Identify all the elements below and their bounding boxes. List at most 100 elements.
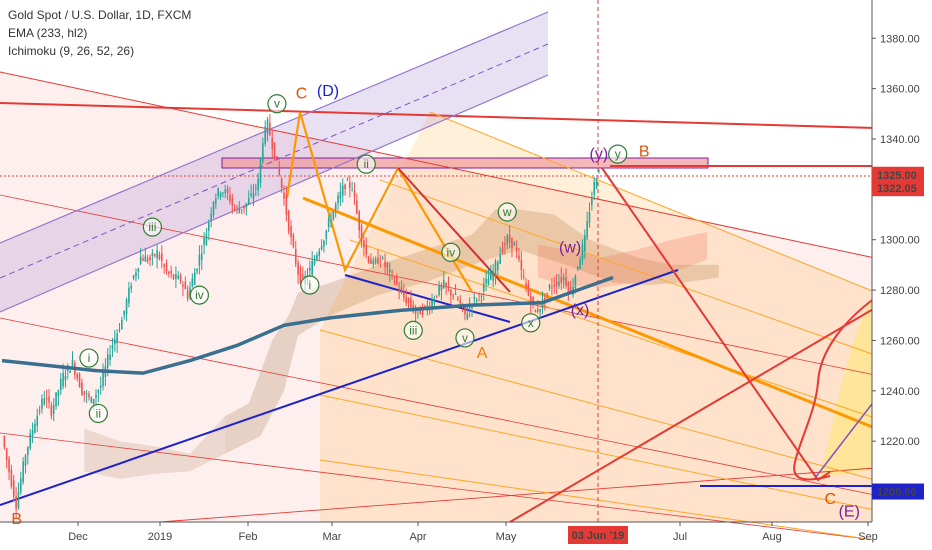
candle-body (59, 378, 62, 391)
candle-body (520, 260, 523, 271)
candle-body (280, 178, 283, 188)
candle-body (396, 276, 398, 285)
candle-body (551, 287, 553, 289)
candle-body (62, 372, 64, 387)
candle-body (271, 137, 274, 149)
orange-channel-line-3 (319, 329, 876, 481)
y-tick-label-5: 1300.00 (880, 235, 920, 247)
candle-body (494, 261, 497, 276)
red-channel-line-0 (0, 71, 876, 259)
candle-body (487, 279, 490, 286)
candle-body (482, 283, 485, 292)
candle-body (278, 166, 281, 176)
candle-body (546, 292, 548, 294)
wave-label-8: iv (447, 245, 456, 259)
candle-body (20, 478, 22, 493)
y-tick-label-3: 1260.00 (880, 335, 920, 347)
candle-body (285, 194, 288, 215)
candle-body (384, 261, 386, 267)
wave-circle-3 (189, 285, 209, 305)
candle-body (250, 193, 252, 196)
purple-projection-line (814, 399, 876, 479)
candle-body (292, 234, 295, 247)
candle-body (327, 219, 330, 228)
wave-label-5: i (309, 278, 312, 292)
y-tick-label-9: 1380.00 (880, 33, 920, 45)
legend-ichimoku[interactable]: Ichimoku (9, 26, 52, 26) (8, 44, 135, 58)
candle-body (372, 260, 375, 265)
candle-body (334, 203, 337, 210)
cursor-date-bg (568, 526, 628, 544)
candle-body (8, 458, 10, 473)
candle-body (473, 296, 476, 299)
candle-body (222, 192, 224, 194)
candle-body (186, 290, 189, 299)
x-tick-label-4: Apr (409, 531, 426, 543)
candle-body (252, 193, 255, 199)
candle-body (168, 271, 170, 274)
candle-body (165, 262, 168, 272)
candle-body (106, 354, 109, 368)
wave-label-6: ii (364, 157, 369, 171)
price-label-bg-1 (872, 180, 924, 197)
legend-title[interactable]: Gold Spot / U.S. Dollar, 1D, FXCM (8, 8, 192, 22)
candle-body (576, 267, 579, 270)
candle-body (266, 119, 269, 135)
candle-body (358, 211, 360, 231)
candle-body (501, 248, 504, 253)
candle-body (464, 306, 466, 315)
x-tick-label-1: 2019 (148, 531, 172, 543)
candle-body (567, 282, 570, 293)
candle-body (81, 382, 83, 395)
candle-body (257, 178, 259, 191)
candle-body (565, 277, 567, 287)
candle-body (64, 376, 67, 381)
candle-body (591, 198, 593, 205)
x-tick-label-9: Sep (858, 531, 878, 543)
candle-body (475, 300, 478, 302)
x-tick-label-0: Dec (68, 531, 88, 543)
x-tick-label-5: May (496, 531, 517, 543)
candle-body (76, 374, 78, 379)
candle-body (50, 405, 53, 416)
candle-body (450, 289, 452, 296)
candle-body (24, 455, 27, 466)
legend-ema[interactable]: EMA (233, hl2) (8, 26, 88, 40)
candle-body (161, 253, 163, 262)
candle-body (15, 496, 17, 509)
candle-body (421, 308, 424, 316)
wave-circle-0 (79, 348, 99, 368)
candle-body (184, 281, 187, 289)
candle-body (205, 234, 208, 246)
candle-body (527, 283, 530, 296)
candle-body (276, 156, 278, 160)
candle-body (22, 461, 24, 483)
candle-body (116, 333, 118, 343)
candle-body (386, 262, 389, 268)
candle-body (332, 211, 335, 220)
candle-body (217, 188, 219, 196)
resistance-box (221, 157, 709, 169)
candle-body (3, 436, 6, 448)
candle-body (10, 469, 13, 487)
candle-body (191, 278, 194, 287)
candle-body (466, 313, 469, 319)
candle-body (593, 181, 595, 195)
candle-body (316, 254, 318, 260)
wave-label-2: iii (148, 220, 156, 234)
candle-body (233, 208, 236, 210)
x-tick-label-7: Jul (673, 531, 687, 543)
wave-text-9: (E) (839, 504, 860, 521)
purple-channel-bottom (0, 74, 549, 313)
wave-circle-2 (142, 217, 162, 237)
candle-body (224, 189, 227, 193)
candle-body (177, 275, 180, 279)
candle-body (447, 285, 450, 288)
candle-body (410, 298, 412, 307)
price-label-1: 1322.05 (877, 183, 917, 195)
wave-label-11: x (528, 316, 534, 330)
wave-circle-11 (521, 313, 541, 333)
y-tick-label-2: 1240.00 (880, 386, 920, 398)
